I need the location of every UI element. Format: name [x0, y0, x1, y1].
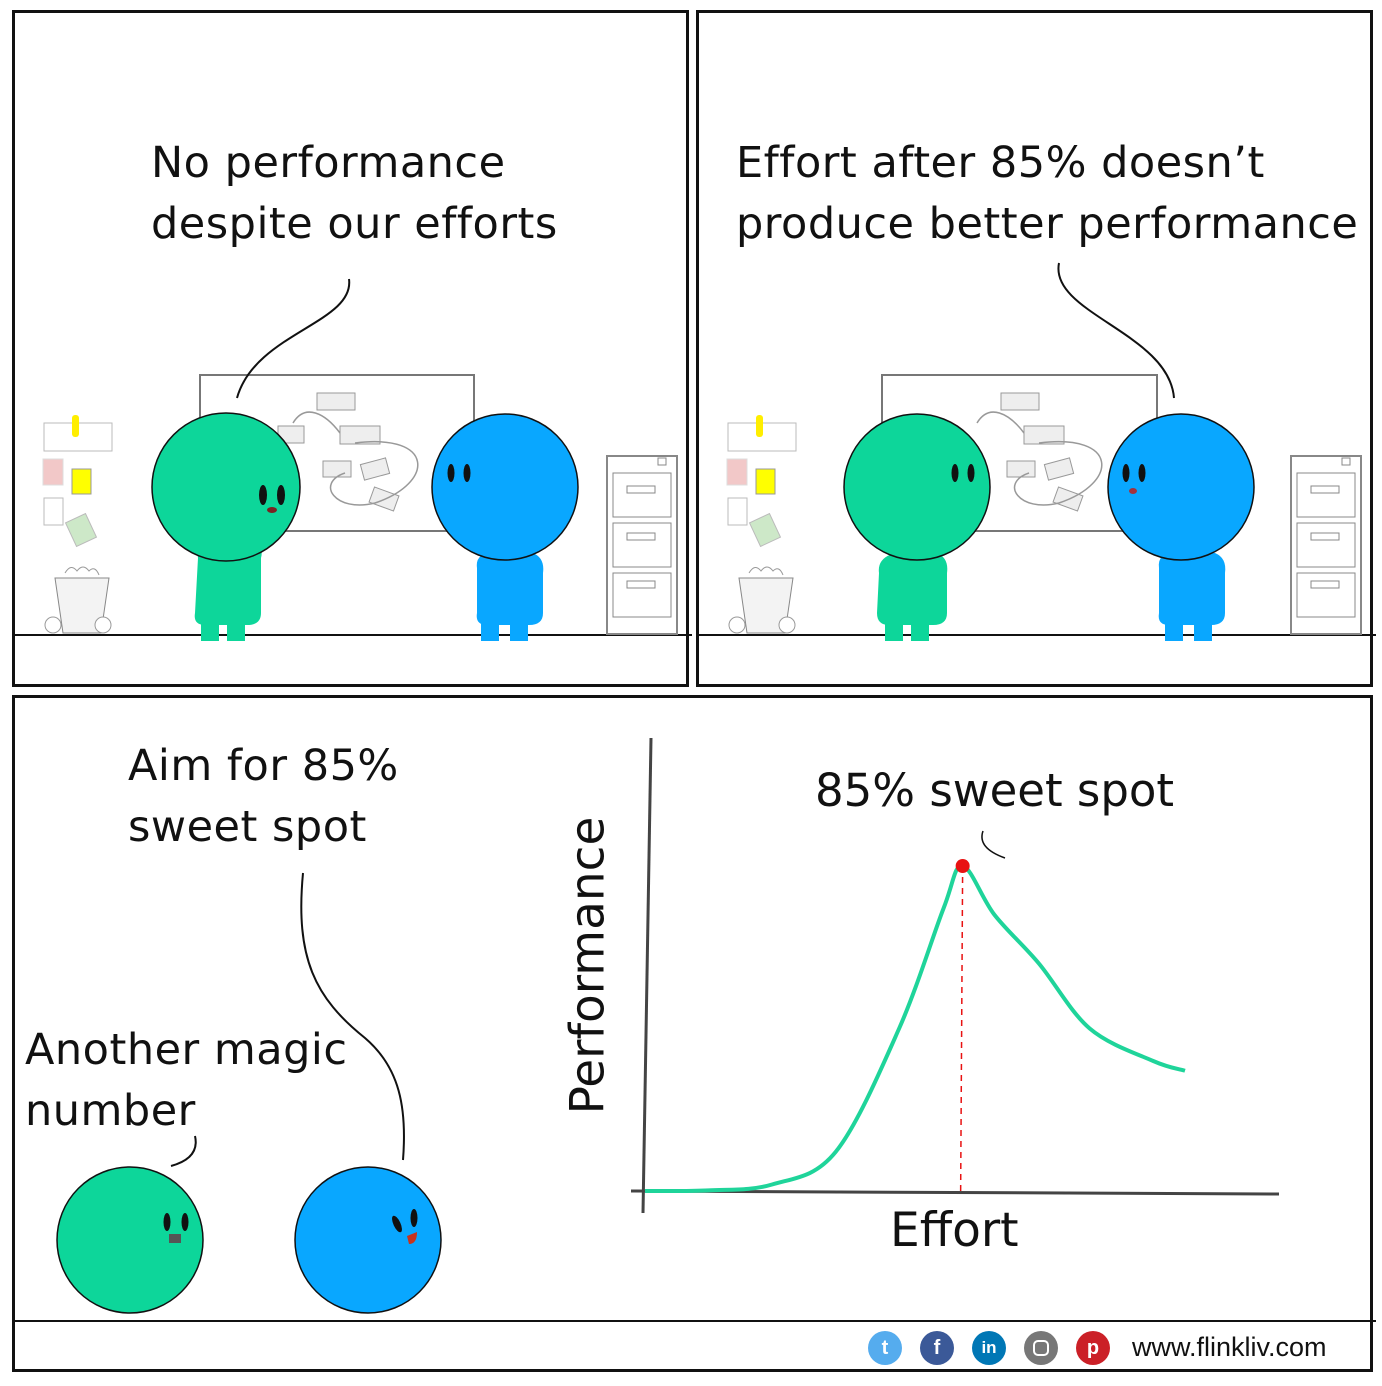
- peak-marker: [955, 859, 970, 873]
- blue-character: [1107, 413, 1255, 641]
- trash-can: [44, 566, 112, 634]
- instagram-icon[interactable]: [1024, 1331, 1058, 1365]
- speech-tail: [1057, 262, 1175, 399]
- filing-cabinet: [606, 455, 678, 635]
- speech-text-blue: Effort after 85% doesn’t produce better …: [736, 138, 1359, 249]
- comic-panel-1: No performance despite our efforts: [12, 10, 692, 687]
- speech-tail: [236, 278, 351, 399]
- linkedin-icon[interactable]: in: [972, 1331, 1006, 1365]
- comic-panel-3: Aim for 85% sweet spot Another magic num…: [12, 695, 1376, 1372]
- chart-x-label: Effort: [890, 1203, 1019, 1258]
- chart: [630, 737, 1280, 1214]
- y-axis: [641, 737, 653, 1214]
- trash-can: [728, 566, 796, 634]
- speech-text-green: No performance despite our efforts: [151, 138, 558, 249]
- facebook-icon[interactable]: f: [920, 1331, 954, 1365]
- blue-character: [431, 413, 579, 641]
- comic-panel-2: Effort after 85% doesn’t produce better …: [696, 10, 1376, 687]
- panel-1-scene: [15, 278, 692, 641]
- pinterest-icon[interactable]: p: [1076, 1331, 1110, 1365]
- filing-cabinet: [1290, 455, 1362, 635]
- annotation-leader: [981, 830, 1006, 859]
- green-character: [151, 412, 301, 641]
- panel-2-scene: [699, 262, 1376, 641]
- green-ball-character: [56, 1166, 204, 1314]
- speech-tail-blue: [300, 872, 406, 1161]
- speech-text-blue: Aim for 85% sweet spot: [128, 741, 399, 852]
- twitter-icon[interactable]: t: [868, 1331, 902, 1365]
- green-character: [843, 413, 991, 641]
- speech-tail-green: [170, 1135, 197, 1167]
- x-axis: [630, 1189, 1280, 1196]
- sticky-notes: [42, 415, 113, 548]
- blue-ball-character: [294, 1166, 442, 1314]
- chart-annotation: 85% sweet spot: [815, 764, 1175, 817]
- peak-dashed-line: [959, 865, 964, 1192]
- speech-text-green: Another magic number: [25, 1025, 348, 1136]
- panel-3-scene: [15, 737, 1376, 1322]
- footer-url-link[interactable]: www.flinkliv.com: [1132, 1332, 1327, 1362]
- sticky-notes: [726, 415, 797, 548]
- chart-y-label: Performance: [560, 816, 616, 1115]
- chart-series-line: [644, 864, 1186, 1194]
